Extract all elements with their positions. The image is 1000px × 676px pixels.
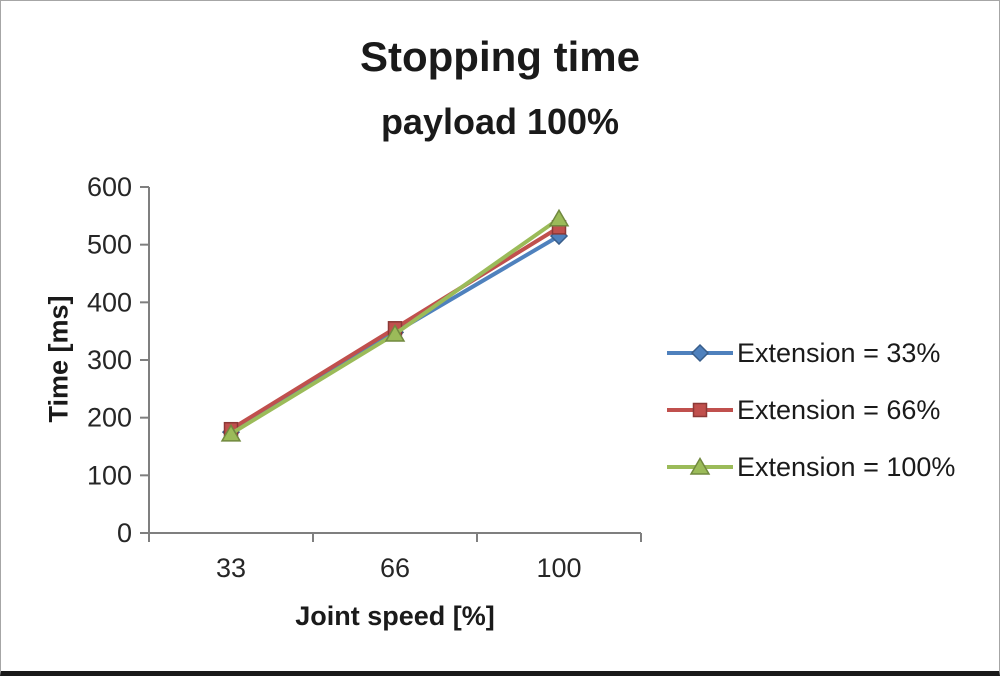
legend-label: Extension = 66% bbox=[737, 394, 941, 425]
y-tick-label: 600 bbox=[87, 172, 132, 202]
legend-item: Extension = 100% bbox=[667, 445, 955, 489]
y-tick-label: 100 bbox=[87, 460, 132, 490]
legend-marker bbox=[690, 343, 710, 363]
legend-label: Extension = 33% bbox=[737, 337, 941, 368]
legend-label: Extension = 100% bbox=[737, 451, 956, 482]
data-point-marker bbox=[384, 324, 406, 342]
chart-subtitle: payload 100% bbox=[380, 101, 620, 142]
data-point-marker bbox=[220, 423, 242, 442]
legend-swatch bbox=[667, 402, 733, 418]
x-tick-label: 33 bbox=[216, 553, 246, 583]
legend-swatch bbox=[667, 457, 733, 475]
legend-marker bbox=[692, 402, 708, 418]
x-tick-label: 66 bbox=[380, 553, 410, 583]
x-tick-label: 100 bbox=[536, 553, 581, 583]
y-tick-label: 500 bbox=[87, 230, 132, 260]
x-axis-title: Joint speed [%] bbox=[295, 601, 495, 631]
y-tick-label: 300 bbox=[87, 345, 132, 375]
y-tick-label: 200 bbox=[87, 403, 132, 433]
y-axis-title: Time [ms] bbox=[43, 295, 74, 423]
legend-item: Extension = 66% bbox=[667, 388, 955, 432]
legend: Extension = 33% Extension = 66% Extension … bbox=[667, 331, 955, 502]
legend-item: Extension = 33% bbox=[667, 331, 955, 375]
legend-swatch bbox=[667, 343, 733, 363]
legend-marker bbox=[689, 457, 711, 475]
y-tick-label: 0 bbox=[117, 518, 132, 548]
data-point-marker bbox=[548, 208, 570, 227]
chart-title: Stopping time bbox=[360, 33, 640, 80]
y-tick-label: 400 bbox=[87, 287, 132, 317]
